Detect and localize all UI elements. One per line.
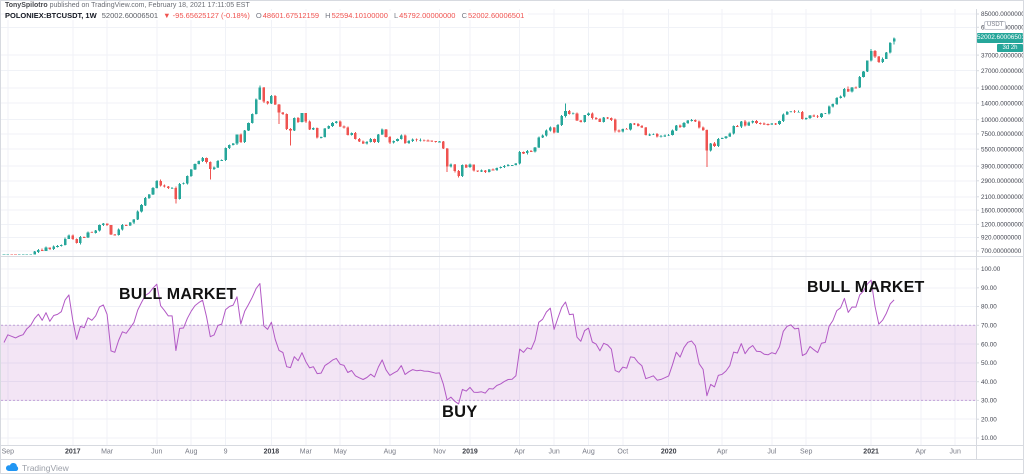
annotation-bull-market-2021: BULL MARKET	[807, 279, 925, 296]
svg-text:10.00: 10.00	[981, 435, 997, 442]
svg-text:1600.00000000: 1600.00000000	[981, 207, 1024, 214]
time-axis[interactable]: Sep 2017 Mar Jun Aug 9 2018 Mar May Aug Nov 2019 Apr…	[2, 449, 961, 456]
symbol-legend: POLONIEX:BTCUSDT, 1W 52002.60006501 ▼ -9…	[5, 10, 529, 20]
rsi-band	[1, 324, 976, 401]
svg-text:2900.00000000: 2900.00000000	[981, 178, 1024, 185]
current-price-badge: 52002.60006501	[977, 33, 1024, 44]
svg-text:Jun: Jun	[548, 449, 559, 456]
svg-text:2019: 2019	[462, 449, 478, 456]
svg-text:Apr: Apr	[717, 449, 729, 456]
price-change: ▼ -95.65625127 (-0.18%)	[163, 10, 250, 20]
svg-text:85000.00000000: 85000.00000000	[981, 11, 1024, 18]
high-value: 52594.10100000	[331, 10, 388, 20]
svg-text:90.00: 90.00	[981, 285, 997, 292]
svg-text:20.00: 20.00	[981, 416, 997, 423]
svg-text:1200.00000000: 1200.00000000	[981, 222, 1024, 229]
svg-text:37000.00000000: 37000.00000000	[981, 52, 1024, 59]
svg-text:Mar: Mar	[300, 449, 313, 456]
svg-text:19000.00000000: 19000.00000000	[981, 85, 1024, 92]
svg-text:100.00: 100.00	[981, 266, 1001, 273]
svg-text:920.00000000: 920.00000000	[981, 235, 1022, 242]
tradingview-brand-text: TradingView	[22, 462, 69, 473]
close-label: C	[461, 10, 467, 20]
svg-text:Nov: Nov	[433, 449, 446, 456]
svg-text:3900.00000000: 3900.00000000	[981, 163, 1024, 170]
svg-text:5500.00000000: 5500.00000000	[981, 146, 1024, 153]
svg-text:Jun: Jun	[151, 449, 162, 456]
svg-text:2018: 2018	[264, 449, 280, 456]
svg-text:40.00: 40.00	[981, 379, 997, 386]
tradingview-footer[interactable]: TradingView	[6, 461, 69, 473]
svg-text:2017: 2017	[65, 449, 81, 456]
svg-text:Apr: Apr	[514, 449, 526, 456]
annotation-buy: BUY	[442, 403, 478, 421]
rsi-line	[3, 279, 895, 405]
svg-text:9: 9	[224, 449, 228, 456]
candlestick-series	[2, 37, 896, 255]
pane-borders	[1, 9, 1023, 460]
close-value: 52002.60006501	[468, 10, 525, 20]
svg-text:50.00: 50.00	[981, 360, 997, 367]
tradingview-logo-icon	[6, 462, 19, 472]
symbol-title[interactable]: POLONIEX:BTCUSDT, 1W	[5, 10, 97, 20]
svg-text:30.00: 30.00	[981, 398, 997, 405]
svg-text:14000.00000000: 14000.00000000	[981, 100, 1024, 107]
low-value: 45792.00000000	[399, 10, 456, 20]
svg-text:Aug: Aug	[582, 449, 595, 456]
publish-byline: TonySpilotro published on TradingView.co…	[5, 2, 254, 9]
svg-text:Oct: Oct	[617, 449, 628, 456]
svg-text:2021: 2021	[863, 449, 879, 456]
svg-text:60.00: 60.00	[981, 341, 997, 348]
svg-text:Mar: Mar	[101, 449, 114, 456]
bar-countdown-badge: 3d 2h	[997, 43, 1023, 52]
open-value: 48601.67512159	[262, 10, 320, 20]
byline-text: published on TradingView.com, February 1…	[47, 2, 250, 9]
svg-text:27000.00000000: 27000.00000000	[981, 68, 1024, 75]
svg-text:2020: 2020	[661, 449, 677, 456]
svg-text:10000.00000000: 10000.00000000	[981, 117, 1024, 124]
svg-text:7500.00000000: 7500.00000000	[981, 131, 1024, 138]
svg-text:Apr: Apr	[915, 449, 927, 456]
svg-text:Jun: Jun	[950, 449, 961, 456]
low-label: L	[394, 10, 399, 20]
svg-text:Sep: Sep	[2, 449, 15, 456]
axis-currency-chip: USDT	[984, 21, 1007, 30]
svg-text:May: May	[334, 449, 348, 456]
svg-text:Jul: Jul	[767, 449, 776, 456]
svg-text:Aug: Aug	[185, 449, 198, 456]
open-label: O	[255, 10, 262, 20]
author-name[interactable]: TonySpilotro	[5, 2, 48, 9]
last-price-value: 52002.60006501	[101, 10, 159, 20]
svg-text:Sep: Sep	[800, 449, 813, 456]
svg-text:Aug: Aug	[384, 449, 397, 456]
svg-text:2100.00000000: 2100.00000000	[981, 194, 1024, 201]
rsi-axis[interactable]: 100.00 90.00 80.00 70.00 60.00 50.00 40.00 30.0…	[976, 266, 1001, 442]
high-label: H	[325, 10, 331, 20]
svg-text:70.00: 70.00	[981, 323, 997, 330]
svg-text:80.00: 80.00	[981, 304, 997, 311]
svg-text:700.00000000: 700.00000000	[981, 248, 1022, 255]
annotation-bull-market-2017: BULL MARKET	[119, 286, 237, 303]
